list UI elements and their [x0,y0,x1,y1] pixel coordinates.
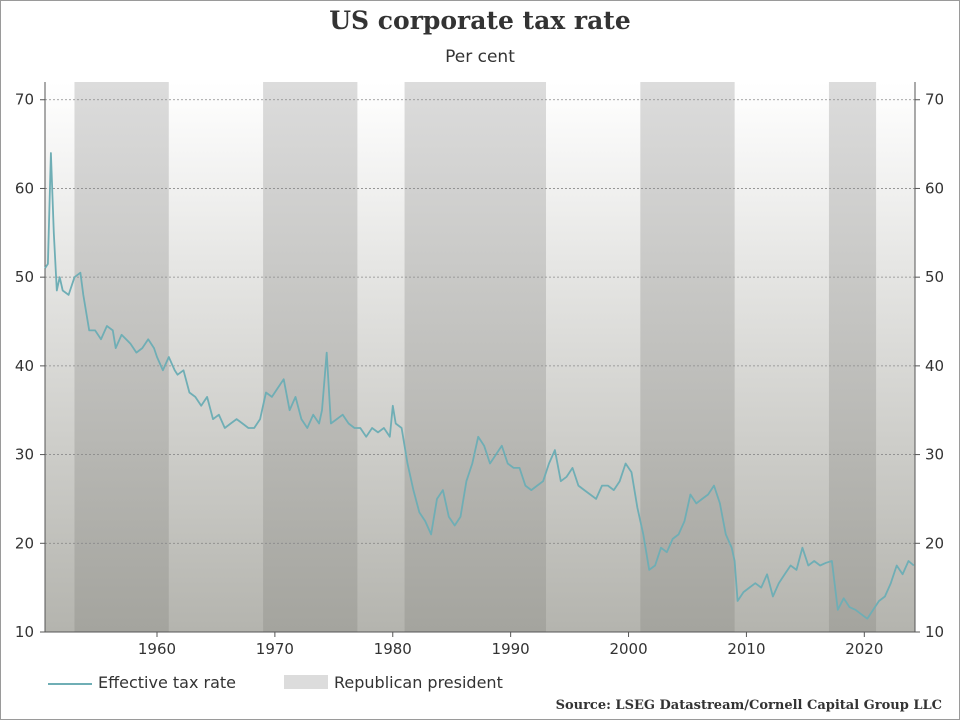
x-tick-label-1970: 1970 [256,640,294,658]
y-tick-label-right-50: 50 [925,268,944,286]
x-tick-label-2000: 2000 [609,640,647,658]
republican-period-3 [404,82,547,632]
y-tick-label-right-30: 30 [925,446,944,464]
source-note: Source: LSEG Datastream/Cornell Capital … [555,698,942,713]
y-tick-label-right-70: 70 [925,91,944,109]
y-tick-label-right-10: 10 [925,623,944,641]
x-tick-label-1990: 1990 [492,640,530,658]
y-tick-label-left-60: 60 [15,179,34,197]
y-tick-label-right-40: 40 [925,357,944,375]
y-tick-label-right-20: 20 [925,534,944,552]
chart-title: US corporate tax rate [329,6,631,35]
y-tick-label-left-10: 10 [15,623,34,641]
legend-shade-swatch [284,675,328,689]
republican-period-1 [74,82,169,632]
chart-subtitle: Per cent [445,47,515,67]
republican-period-2 [263,82,358,632]
y-tick-label-left-20: 20 [15,534,34,552]
y-tick-label-right-60: 60 [925,179,944,197]
legend-line-swatch [48,683,92,685]
republican-period-5 [828,82,877,632]
series-line-effective-tax-rate [44,152,915,620]
y-tick-label-left-40: 40 [15,357,34,375]
legend-label-republican-president: Republican president [334,673,503,692]
y-tick-label-left-30: 30 [15,446,34,464]
y-tick-label-left-50: 50 [15,268,34,286]
x-tick-label-2020: 2020 [845,640,883,658]
x-tick-label-1980: 1980 [374,640,412,658]
y-tick-label-left-70: 70 [15,91,34,109]
x-tick-label-2010: 2010 [727,640,765,658]
x-tick-label-1960: 1960 [138,640,176,658]
republican-period-4 [640,82,735,632]
legend-label-effective-tax-rate: Effective tax rate [98,673,237,692]
